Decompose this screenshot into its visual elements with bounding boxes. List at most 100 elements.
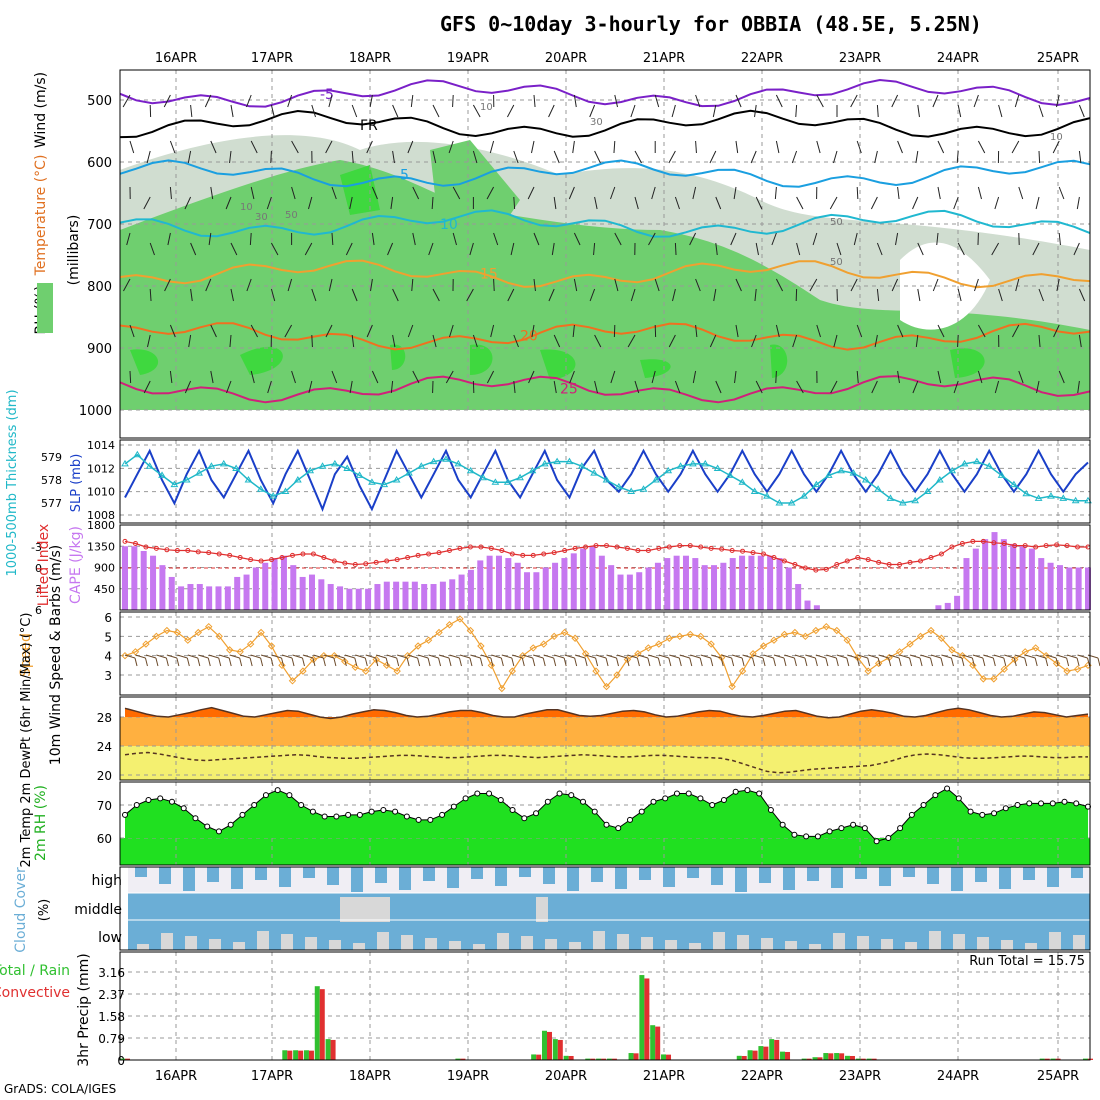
- wind-barb-10m: [219, 654, 230, 659]
- wind-barb: [850, 278, 858, 292]
- rh-point: [955, 795, 962, 802]
- rh-point: [814, 833, 821, 840]
- wind-barb: [472, 104, 481, 118]
- wind-speed-point: [937, 634, 946, 642]
- wind-speed-point: [707, 640, 715, 648]
- li-point: [645, 548, 651, 553]
- wind-barb: [895, 232, 899, 246]
- precip-bar-conv: [298, 1050, 304, 1060]
- thickness-point: [997, 471, 1006, 478]
- li-point: [185, 548, 191, 553]
- wind-barb: [573, 94, 577, 108]
- wind-speed-point: [215, 632, 223, 641]
- precip-bar-total: [303, 1050, 309, 1060]
- cloud-low-bar: [617, 934, 629, 950]
- wind-barb: [1078, 104, 1085, 118]
- thickness-point: [540, 459, 549, 467]
- isotherm-0: [119, 78, 1091, 108]
- rh-point: [462, 795, 469, 802]
- cape-bar: [131, 546, 138, 610]
- cape-bar: [1066, 567, 1073, 610]
- wind-barb: [250, 370, 255, 384]
- thickness-point: [318, 462, 327, 469]
- wind-barb: [671, 104, 676, 118]
- wind-barb-flag: [1003, 657, 1007, 667]
- date-bottom-1: 17APR: [251, 1069, 293, 1084]
- wind-barb: [548, 288, 555, 302]
- cloud-low-bar: [1049, 932, 1061, 950]
- li-point: [823, 566, 829, 572]
- wind-barb: [250, 324, 259, 338]
- precip-bar-total: [1050, 1058, 1056, 1060]
- thickness-point: [874, 485, 882, 492]
- footer-credit: GrADS: COLA/IGES: [4, 1082, 117, 1096]
- thickness-point: [405, 469, 413, 476]
- wind-barb: [553, 196, 557, 210]
- wind-barb-10m: [522, 654, 533, 659]
- cloud-ylabel: Cloud Cover: [13, 867, 29, 953]
- precip-bar-conv: [763, 1046, 769, 1060]
- wind-barb: [610, 370, 616, 384]
- li-point: [446, 548, 452, 553]
- wind-barb-10m: [355, 654, 366, 659]
- wind-barb: [634, 150, 642, 164]
- thickness-point: [948, 466, 957, 474]
- cape-bar: [533, 572, 540, 610]
- wind-barb: [513, 334, 519, 348]
- rh-point: [286, 792, 293, 799]
- wind-barb: [553, 150, 560, 164]
- precip-bar-total: [325, 1039, 331, 1060]
- date-top-4: 20APR: [545, 51, 587, 66]
- wind-barb-flag: [228, 657, 232, 667]
- wind-barb-10m: [637, 654, 649, 659]
- wind-speed-point: [278, 661, 286, 670]
- wind-barb: [230, 104, 234, 118]
- cloud-high-bar: [735, 867, 747, 892]
- wind-speed-point: [1011, 655, 1019, 664]
- wind-barb-10m: [627, 654, 638, 659]
- thickness-point: [491, 478, 500, 485]
- li-point: [991, 540, 997, 546]
- wind-barb: [371, 232, 375, 246]
- isotherm-label-1: FR: [360, 118, 378, 134]
- wind-barb: [452, 232, 457, 246]
- wind-barb: [390, 196, 394, 210]
- wind-barb: [486, 370, 495, 384]
- thickness-point: [676, 462, 685, 469]
- isotherm-5: [119, 322, 1091, 351]
- wind-barb: [533, 278, 536, 292]
- cape-bar: [215, 586, 222, 610]
- li-point: [886, 562, 892, 567]
- cape-bar: [617, 574, 624, 610]
- wind-barb-flag: [479, 657, 483, 667]
- wind-barb: [486, 186, 495, 200]
- wind-barb: [452, 186, 461, 200]
- wind-barb-10m: [135, 654, 146, 659]
- thickness-point: [726, 471, 734, 478]
- cloud-high-bar: [135, 867, 147, 877]
- wind-barb: [351, 104, 358, 118]
- rh-ylabel: 2m RH (%): [33, 785, 49, 861]
- cloud-low-bar: [425, 938, 437, 950]
- li-point: [300, 551, 306, 557]
- wind-barb-flag: [1013, 657, 1017, 667]
- rh-point: [615, 825, 622, 832]
- rh-point: [251, 802, 258, 808]
- wind-barb: [876, 104, 879, 118]
- wind-speed-point: [288, 677, 297, 685]
- precip-bar-total: [563, 1055, 569, 1060]
- li-point: [656, 545, 662, 551]
- thickness-point: [701, 459, 710, 467]
- ua-below-1000: [120, 410, 1090, 438]
- wind-barb-flag: [490, 657, 494, 667]
- wind-barb: [184, 380, 192, 394]
- wind-barb: [1058, 370, 1065, 384]
- cloud-low-bar: [761, 938, 773, 950]
- rh-point: [1038, 800, 1045, 807]
- wind-barb-flag: [626, 657, 630, 667]
- wind-barb: [957, 288, 962, 302]
- wind-speed-point: [602, 682, 611, 691]
- wind-barb-10m: [365, 654, 376, 659]
- cloud-mid-patch: [340, 897, 390, 922]
- rh-legend-swatch: [37, 283, 53, 333]
